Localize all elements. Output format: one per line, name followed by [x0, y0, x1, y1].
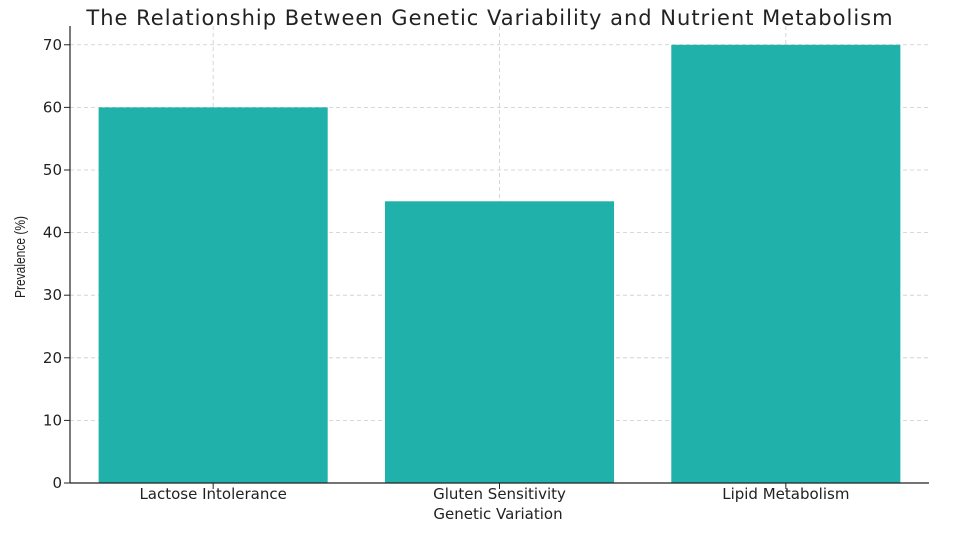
- x-tick-label: Lipid Metabolism: [722, 485, 849, 503]
- y-tick-label: 0: [52, 474, 62, 492]
- y-tick-label: 30: [43, 286, 62, 304]
- bar: [384, 201, 615, 484]
- y-tick-label: 60: [43, 98, 62, 116]
- y-tick-label: 10: [43, 411, 62, 429]
- y-tick-label: 50: [43, 161, 62, 179]
- bar: [671, 44, 901, 483]
- y-tick-label: 40: [43, 224, 62, 242]
- chart-title: The Relationship Between Genetic Variabi…: [85, 6, 893, 30]
- bar: [98, 107, 328, 484]
- x-tick-label: Lactose Intolerance: [139, 485, 286, 503]
- y-tick-label: 70: [43, 36, 62, 54]
- x-tick-label: Gluten Sensitivity: [433, 485, 566, 503]
- y-axis-label: Prevalence (%): [12, 216, 29, 298]
- y-tick-label: 20: [43, 349, 62, 367]
- x-ticks: Lactose Intolerance Gluten Sensitivity Lip…: [139, 483, 849, 503]
- bars: [98, 44, 901, 484]
- x-axis-label: Genetic Variation: [433, 505, 562, 523]
- y-ticks: 0 10 20 30 40 50 60 70: [43, 36, 70, 492]
